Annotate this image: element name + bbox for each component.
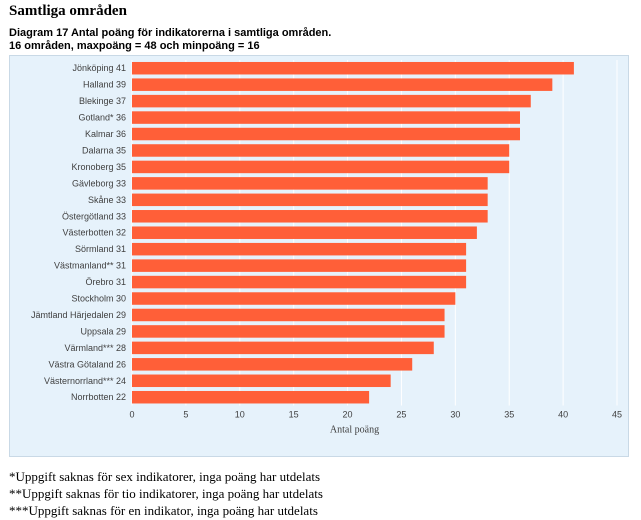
category-label: Dalarna 35 (82, 145, 126, 155)
bar (132, 94, 531, 108)
category-label: Gävleborg 33 (72, 178, 126, 188)
x-tick-label: 35 (504, 409, 514, 419)
chart-title-line-1: Diagram 17 Antal poäng för indikatorerna… (9, 27, 332, 39)
page-heading: Samtliga områden (9, 3, 127, 19)
category-label: Sörmland 31 (75, 244, 126, 254)
bar (132, 358, 413, 371)
bars (132, 61, 574, 404)
category-label: Gotland* 36 (78, 113, 126, 123)
x-tick-label: 0 (129, 409, 134, 419)
x-tick-label: 15 (289, 409, 299, 419)
category-label: Västmanland** 31 (54, 261, 126, 271)
bar (132, 177, 488, 190)
category-label: Kalmar 36 (85, 129, 126, 139)
bar (132, 160, 510, 174)
bar (132, 144, 510, 157)
category-label: Jämtland Härjedalen 29 (31, 310, 126, 320)
x-tick-label: 40 (558, 409, 568, 419)
category-label: Norrbotten 22 (71, 392, 126, 402)
footnote-1: *Uppgift saknas för sex indikatorer, ing… (9, 469, 321, 484)
bar (132, 78, 553, 91)
bar (132, 111, 520, 124)
footnotes: *Uppgift saknas för sex indikatorer, ing… (9, 468, 323, 519)
category-label: Värmland*** 28 (64, 343, 126, 353)
category-labels: Jönköping 41 Halland 39 Blekinge 37 Gotland… (31, 63, 126, 402)
x-tick-label: 45 (612, 409, 622, 419)
x-tick-label: 5 (183, 409, 188, 419)
bar (132, 374, 391, 388)
category-label: Östergötland 33 (62, 211, 126, 221)
x-tick-label: 20 (343, 409, 353, 419)
bar-chart: Jönköping 41 Halland 39 Blekinge 37 Gotland… (31, 60, 622, 435)
bar (132, 390, 370, 404)
category-label: Stockholm 30 (71, 294, 126, 304)
bar (132, 341, 434, 355)
x-axis-title: Antal poäng (330, 424, 379, 435)
bar (132, 193, 488, 207)
bar (132, 292, 456, 305)
chart-title: Diagram 17 Antal poäng för indikatorerna… (9, 27, 331, 53)
bar (132, 325, 445, 338)
footnote-3: ***Uppgift saknas för en indikator, inga… (9, 503, 318, 518)
category-label: Västra Götaland 26 (48, 359, 126, 369)
x-tick-labels: 0 5 10 15 20 25 30 35 40 45 (129, 409, 622, 419)
chart-panel: Jönköping 41 Halland 39 Blekinge 37 Gotland… (9, 55, 629, 457)
x-tick-label: 25 (396, 409, 406, 419)
category-label: Blekinge 37 (79, 96, 126, 106)
category-label: Örebro 31 (85, 277, 126, 287)
bar (132, 61, 574, 75)
category-label: Jönköping 41 (72, 63, 126, 73)
category-label: Västernorrland*** 24 (44, 376, 126, 386)
x-tick-label: 10 (235, 409, 245, 419)
bar (132, 275, 467, 289)
category-label: Halland 39 (83, 80, 126, 90)
bar (132, 308, 445, 322)
bar (132, 259, 467, 272)
bar (132, 210, 488, 223)
category-label: Skåne 33 (88, 195, 126, 205)
category-label: Kronoberg 35 (71, 162, 126, 172)
chart-title-line-2: 16 områden, maxpoäng = 48 och minpoäng =… (9, 40, 260, 52)
category-label: Uppsala 29 (80, 326, 126, 336)
bar (132, 127, 520, 141)
footnote-2: **Uppgift saknas för tio indikatorer, in… (9, 486, 323, 501)
category-label: Västerbotten 32 (62, 228, 126, 238)
bar (132, 226, 477, 239)
bar (132, 242, 467, 256)
x-tick-label: 30 (450, 409, 460, 419)
